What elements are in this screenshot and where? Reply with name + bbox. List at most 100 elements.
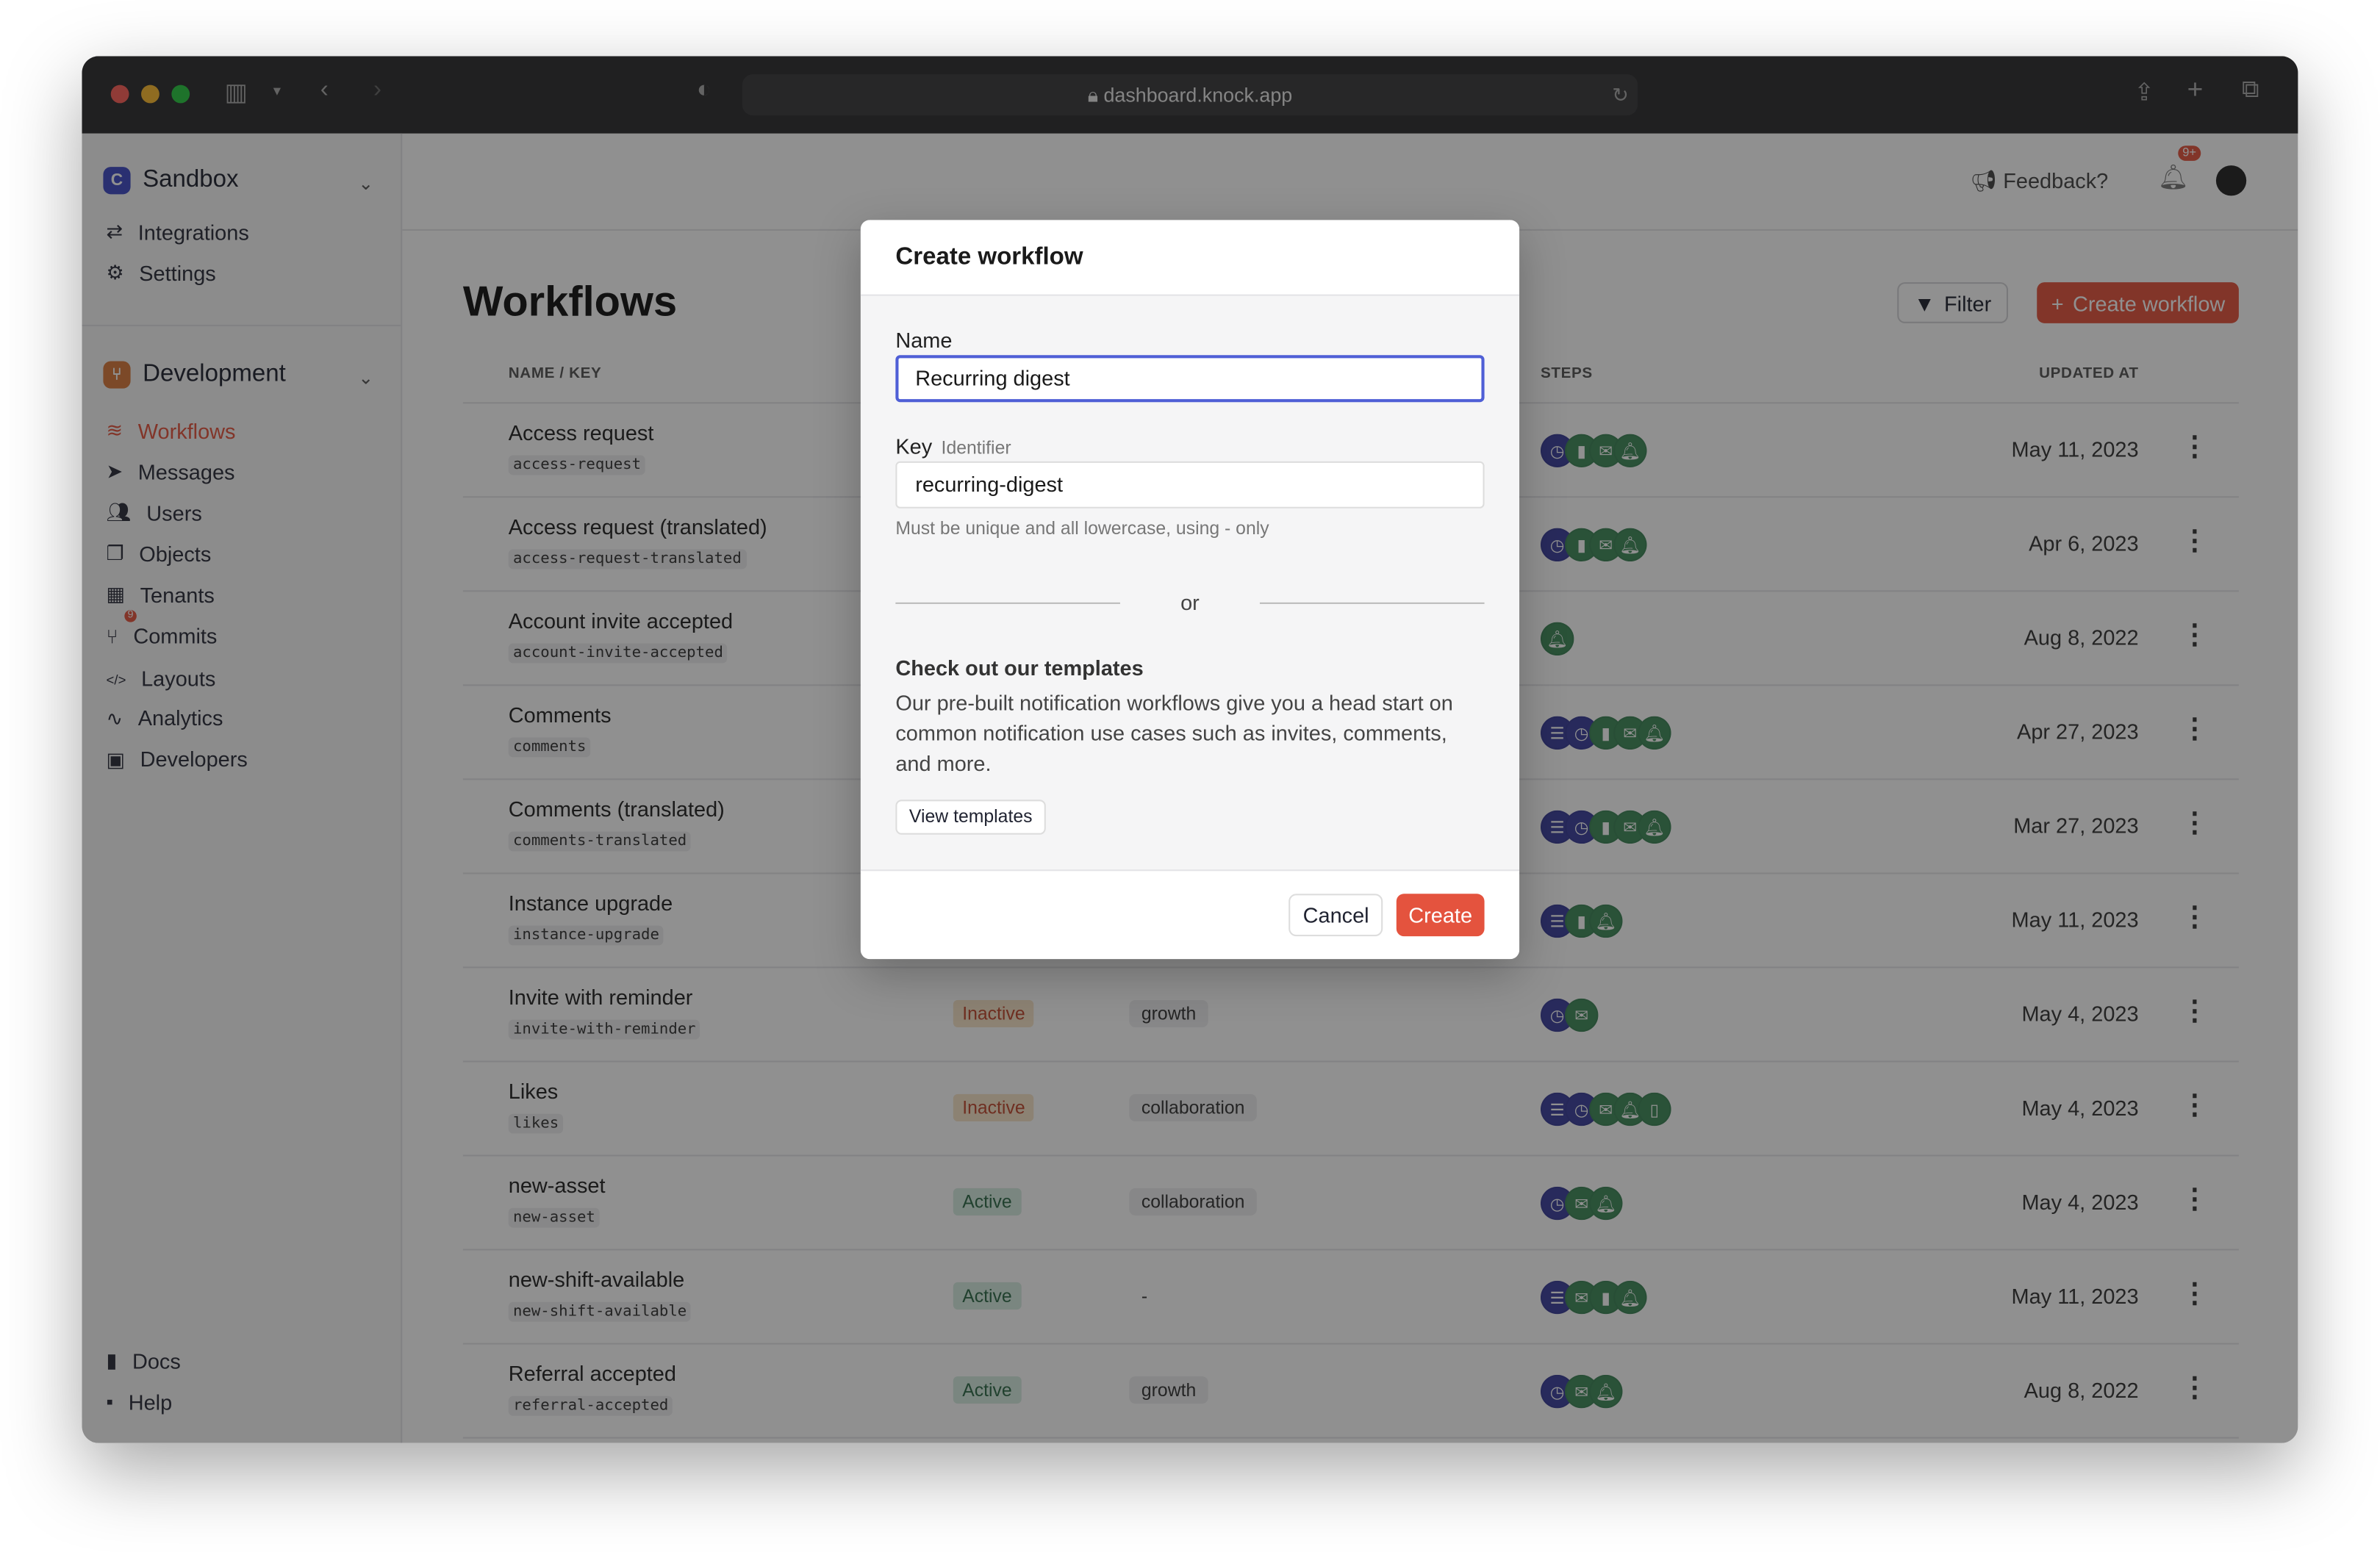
more-options-icon[interactable]: ⋮ — [2181, 1277, 2209, 1309]
sidebar-item-developers[interactable]: ▣ Developers — [107, 747, 248, 772]
sidebar-item-label: Users — [146, 500, 202, 525]
more-options-icon[interactable]: ⋮ — [2181, 1371, 2209, 1403]
in-app-step-icon: 🔔︎ — [1638, 716, 1671, 750]
share-icon[interactable]: ⇪ — [2134, 80, 2155, 107]
workflow-name[interactable]: Invite with reminder — [508, 985, 693, 1010]
workflow-name[interactable]: Access request — [508, 420, 654, 445]
table-row[interactable]: Access request access-request ◷ ▮ ✉ 🔔︎ May 11,… — [462, 403, 2239, 498]
workflow-name[interactable]: Comments — [508, 703, 612, 728]
name-label: Name — [895, 328, 953, 353]
new-tab-icon[interactable]: + — [2187, 74, 2204, 105]
sidebar-item-workflows[interactable]: ≋ Workflows — [107, 417, 236, 443]
close-window-button[interactable] — [110, 85, 129, 104]
workflow-name[interactable]: new-asset — [508, 1173, 606, 1198]
status-badge: Active — [953, 1188, 1022, 1216]
key-label: Key Identifier — [895, 434, 1011, 459]
divider — [1259, 602, 1485, 604]
in-app-step-icon: 🔔︎ — [1540, 622, 1574, 656]
cancel-button[interactable]: Cancel — [1289, 894, 1383, 937]
table-row[interactable]: new-asset new-asset Active collaboration ◷ ✉ 🔔… — [462, 1157, 2239, 1251]
minimize-window-button[interactable] — [141, 85, 159, 104]
table-row[interactable]: Invite with reminder invite-with-reminder… — [462, 968, 2239, 1063]
sidebar-item-settings[interactable]: ⚙ Settings — [107, 259, 216, 285]
create-workflow-modal: Create workflow Name Recurring digest Ke… — [860, 220, 1520, 960]
email-step-icon: ✉ — [1565, 998, 1599, 1032]
updated-at: May 11, 2023 — [2011, 436, 2139, 461]
sidebar-item-icon-wrap: ❐ — [107, 541, 124, 567]
sidebar-item-icon-wrap: ➤ — [107, 459, 123, 484]
key-input[interactable]: recurring-digest — [895, 461, 1485, 509]
table-row[interactable]: Instance upgrade instance-upgrade ☰ ▮ 🔔︎ May … — [462, 874, 2239, 969]
more-options-icon[interactable]: ⋮ — [2181, 525, 2209, 556]
notifications-bell-icon[interactable]: 🔔︎ — [2157, 165, 2189, 192]
sidebar-item-analytics[interactable]: ∿ Analytics — [107, 705, 223, 731]
avatar[interactable] — [2215, 165, 2247, 196]
more-options-icon[interactable]: ⋮ — [2181, 995, 2209, 1026]
table-row[interactable]: Referral accepted referral-accepted Active… — [462, 1345, 2239, 1439]
sidebar-item-layouts[interactable]: </> Layouts — [107, 664, 216, 691]
workflow-name[interactable]: Account invite accepted — [508, 608, 734, 633]
name-input[interactable]: Recurring digest — [895, 355, 1485, 403]
sidebar-item-icon-wrap: </> — [107, 664, 126, 691]
paper-plane-icon: ➤ — [106, 459, 123, 483]
more-options-icon[interactable]: ⋮ — [2181, 619, 2209, 650]
view-templates-button[interactable]: View templates — [895, 800, 1047, 835]
sidebar-item-integrations[interactable]: ⇄ Integrations — [107, 218, 249, 244]
sidebar-item-help[interactable]: ▪ Help — [107, 1388, 173, 1414]
column-header-name[interactable]: NAME / KEY — [508, 365, 602, 383]
workflow-steps: ☰ ◷ ✉ 🔔︎ ▯ — [1540, 1092, 1671, 1127]
sidebar-toggle-icon[interactable]: ▥ — [224, 80, 248, 107]
environment-switcher[interactable]: ⑂ Development — [103, 361, 286, 389]
workflow-steps: ◷ ▮ ✉ 🔔︎ — [1540, 528, 1647, 562]
maximize-window-button[interactable] — [171, 85, 190, 104]
more-options-icon[interactable]: ⋮ — [2181, 807, 2209, 838]
workspace-switcher[interactable]: C Sandbox — [103, 167, 239, 195]
create-workflow-button[interactable]: + Create workflow — [2037, 282, 2239, 323]
filter-button[interactable]: ▼ Filter — [1897, 282, 2008, 323]
table-row[interactable]: new-shift-available new-shift-available Ac… — [462, 1251, 2239, 1345]
objects-icon: ❐ — [106, 542, 124, 565]
chevron-down-icon[interactable]: ▾ — [273, 83, 282, 101]
more-options-icon[interactable]: ⋮ — [2181, 713, 2209, 744]
sidebar-item-commits[interactable]: ⑂ 9 Commits — [107, 609, 218, 649]
table-row[interactable]: Comments comments ☰ ◷ ▮ ✉ 🔔︎ Apr 27, 2023 ⋮ — [462, 686, 2239, 780]
sidebar-item-users[interactable]: 👥︎ Users — [107, 500, 202, 525]
more-options-icon[interactable]: ⋮ — [2181, 1089, 2209, 1120]
users-icon: 👥︎ — [106, 500, 132, 524]
chevron-down-icon[interactable]: ⌄ — [358, 367, 373, 389]
sidebar-item-icon-wrap: ▦ — [107, 582, 125, 608]
code-icon: </> — [106, 671, 126, 687]
more-options-icon[interactable]: ⋮ — [2181, 901, 2209, 932]
in-app-step-icon: 🔔︎ — [1638, 810, 1671, 844]
browser-toolbar: ▥ ▾ ‹ › ◐ 🔒︎ dashboard.knock.app ↻ ⇪ + ⧉ — [82, 56, 2298, 134]
pulse-icon: ∿ — [106, 706, 123, 730]
chevron-down-icon[interactable]: ⌄ — [358, 173, 373, 195]
tabs-overview-icon[interactable]: ⧉ — [2242, 77, 2259, 104]
workflow-name[interactable]: new-shift-available — [508, 1267, 685, 1292]
terminal-icon: ▣ — [106, 747, 125, 771]
more-options-icon[interactable]: ⋮ — [2181, 431, 2209, 461]
sidebar-item-tenants[interactable]: ▦ Tenants — [107, 582, 215, 608]
sidebar-item-docs[interactable]: ▮ Docs — [107, 1348, 181, 1373]
create-button[interactable]: Create — [1396, 894, 1485, 937]
workflow-steps: ☰ ✉ ▮ 🔔︎ — [1540, 1280, 1647, 1315]
feedback-button[interactable]: 📢︎ Feedback? — [1970, 168, 2108, 194]
sidebar-item-label: Commits — [133, 623, 218, 648]
workflow-name[interactable]: Access request (translated) — [508, 514, 767, 539]
table-row[interactable]: Likes likes Inactive collaboration ☰ ◷ ✉ 🔔︎ ▯ May… — [462, 1063, 2239, 1157]
workflow-steps: ☰ ◷ ▮ ✉ 🔔︎ — [1540, 810, 1671, 844]
workflow-name[interactable]: Comments (translated) — [508, 797, 725, 822]
more-options-icon[interactable]: ⋮ — [2181, 1183, 2209, 1214]
column-header-updated[interactable]: UPDATED AT — [2039, 365, 2139, 383]
forward-icon[interactable]: › — [373, 77, 381, 104]
sidebar-item-objects[interactable]: ❐ Objects — [107, 541, 212, 567]
reload-icon[interactable]: ↻ — [1612, 83, 1629, 107]
shield-icon[interactable]: ◐ — [696, 77, 712, 104]
back-icon[interactable]: ‹ — [320, 77, 329, 104]
address-bar[interactable]: 🔒︎ dashboard.knock.app ↻ — [742, 74, 1638, 115]
workflow-name[interactable]: Referral accepted — [508, 1361, 676, 1386]
workflow-name[interactable]: Likes — [508, 1079, 559, 1104]
in-app-step-icon: 🔔︎ — [1613, 528, 1647, 562]
workflow-name[interactable]: Instance upgrade — [508, 891, 673, 916]
sidebar-item-messages[interactable]: ➤ Messages — [107, 459, 235, 484]
